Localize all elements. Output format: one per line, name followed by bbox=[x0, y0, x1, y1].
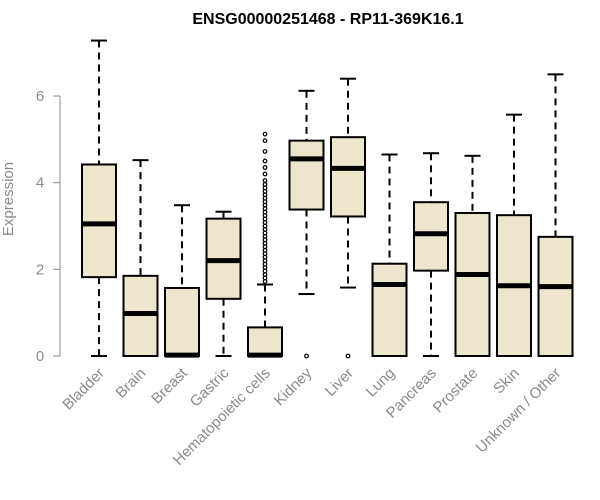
box-pancreas bbox=[413, 152, 449, 357]
outlier-point bbox=[262, 178, 268, 183]
box-liver bbox=[330, 77, 366, 359]
y-tick-label: 0 bbox=[36, 348, 44, 365]
outlier-point bbox=[304, 353, 309, 359]
box-iqr bbox=[288, 139, 325, 211]
y-axis-label: Expression bbox=[0, 162, 17, 236]
box-iqr bbox=[454, 212, 491, 357]
category-label: Liver bbox=[322, 365, 357, 400]
y-tick-label: 4 bbox=[36, 175, 44, 192]
y-tick-label: 2 bbox=[36, 261, 44, 278]
chart-title: ENSG00000251468 - RP11-369K16.1 bbox=[192, 11, 463, 28]
category-label: Prostate bbox=[430, 365, 482, 417]
box-unknown-other bbox=[537, 73, 574, 357]
box-kidney bbox=[288, 89, 325, 359]
y-axis: 0 2 4 6 bbox=[36, 88, 61, 365]
box-lung bbox=[371, 153, 408, 357]
box-skin bbox=[496, 113, 532, 357]
category-label: Brain bbox=[113, 365, 150, 402]
outlier-point bbox=[262, 149, 268, 154]
category-label: Kidney bbox=[271, 364, 316, 409]
box-iqr bbox=[330, 136, 366, 218]
box-iqr bbox=[371, 262, 408, 357]
box-gastric bbox=[205, 210, 242, 357]
outlier-point bbox=[345, 353, 351, 359]
box-iqr bbox=[164, 286, 200, 357]
box-prostate bbox=[454, 154, 491, 357]
category-label: Breast bbox=[148, 364, 191, 407]
box-iqr bbox=[81, 163, 117, 279]
box-breast bbox=[164, 204, 200, 358]
outlier-point bbox=[262, 138, 268, 144]
y-tick-label: 6 bbox=[36, 88, 44, 105]
outlier-point bbox=[262, 182, 268, 187]
category-label: Lung bbox=[363, 365, 399, 401]
box-iqr bbox=[247, 326, 283, 357]
outlier-point bbox=[262, 171, 268, 177]
outlier-point bbox=[262, 131, 268, 137]
box-iqr bbox=[537, 235, 574, 357]
outlier-point bbox=[262, 158, 268, 164]
box-iqr bbox=[413, 201, 449, 272]
box-hematopoietic-cells bbox=[247, 131, 283, 358]
boxes-group bbox=[81, 39, 574, 359]
outlier-point bbox=[262, 165, 268, 170]
category-label: Bladder bbox=[59, 365, 108, 414]
box-bladder bbox=[81, 39, 117, 357]
box-brain bbox=[122, 159, 159, 358]
category-label: Skin bbox=[490, 365, 523, 398]
